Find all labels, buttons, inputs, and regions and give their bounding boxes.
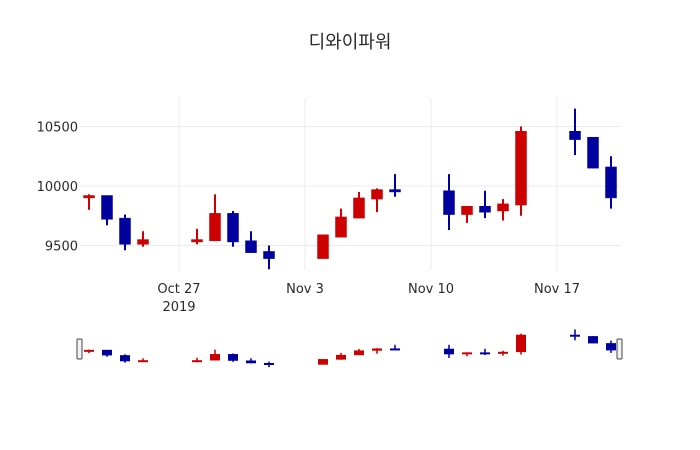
slider-candle bbox=[498, 350, 508, 356]
slider-candle bbox=[354, 349, 364, 356]
candle[interactable] bbox=[587, 136, 599, 169]
candle[interactable] bbox=[569, 108, 581, 156]
candle[interactable] bbox=[209, 194, 221, 241]
x-tick-label: Oct 27 bbox=[157, 282, 200, 297]
slider-candle bbox=[516, 333, 526, 355]
slider-candle bbox=[390, 344, 400, 351]
slider-candle bbox=[318, 359, 328, 365]
candle[interactable] bbox=[443, 174, 455, 231]
x-axis: Oct 27 2019 Nov 3 Nov 10 Nov 17 bbox=[157, 282, 580, 315]
slider-candle bbox=[138, 358, 148, 363]
slider-candle bbox=[480, 348, 490, 356]
slider-candle bbox=[570, 329, 580, 341]
slider-candle bbox=[228, 353, 238, 362]
grid-lines bbox=[80, 98, 620, 270]
candle[interactable] bbox=[119, 214, 131, 251]
slider-candle bbox=[102, 349, 112, 357]
chart-title: 디와이파워 bbox=[308, 32, 392, 53]
candle[interactable] bbox=[335, 208, 347, 238]
slider-candle bbox=[192, 357, 202, 363]
x-tick-label: Nov 10 bbox=[408, 282, 454, 297]
slider-candle bbox=[444, 344, 454, 358]
candle[interactable] bbox=[263, 245, 275, 270]
range-slider-left-handle[interactable] bbox=[76, 338, 83, 360]
slider-candle bbox=[462, 352, 472, 357]
slider-candle bbox=[210, 349, 220, 361]
candle[interactable] bbox=[245, 231, 257, 253]
x-tick-year: 2019 bbox=[162, 300, 195, 315]
slider-candle bbox=[372, 348, 382, 354]
candle[interactable] bbox=[191, 228, 203, 245]
y-axis: 9500 10000 10500 bbox=[37, 121, 78, 255]
range-slider-candles bbox=[84, 329, 616, 368]
slider-candle bbox=[84, 349, 94, 354]
candle[interactable] bbox=[353, 191, 365, 219]
slider-candle bbox=[336, 352, 346, 360]
range-slider-right-handle[interactable] bbox=[616, 338, 623, 360]
candle[interactable] bbox=[317, 234, 329, 259]
slider-candle bbox=[246, 358, 256, 364]
candle[interactable] bbox=[227, 210, 239, 247]
candle[interactable] bbox=[515, 126, 527, 216]
y-tick-label: 9500 bbox=[45, 240, 78, 255]
y-tick-label: 10000 bbox=[37, 180, 78, 195]
range-slider[interactable] bbox=[76, 329, 623, 368]
candle[interactable] bbox=[101, 195, 113, 226]
x-tick-label: Nov 3 bbox=[286, 282, 324, 297]
candle[interactable] bbox=[497, 199, 509, 221]
candle[interactable] bbox=[83, 194, 95, 210]
candle[interactable] bbox=[461, 205, 473, 223]
candle[interactable] bbox=[371, 188, 383, 213]
candle[interactable] bbox=[605, 156, 617, 209]
slider-candle bbox=[588, 336, 598, 344]
slider-candle bbox=[264, 361, 274, 368]
x-tick-label: Nov 17 bbox=[534, 282, 580, 297]
slider-candle bbox=[606, 340, 616, 353]
candle[interactable] bbox=[389, 174, 401, 197]
slider-candle bbox=[120, 354, 130, 363]
candles-main[interactable] bbox=[83, 108, 617, 270]
candle[interactable] bbox=[137, 231, 149, 247]
candle[interactable] bbox=[479, 190, 491, 219]
y-tick-label: 10500 bbox=[37, 121, 78, 136]
